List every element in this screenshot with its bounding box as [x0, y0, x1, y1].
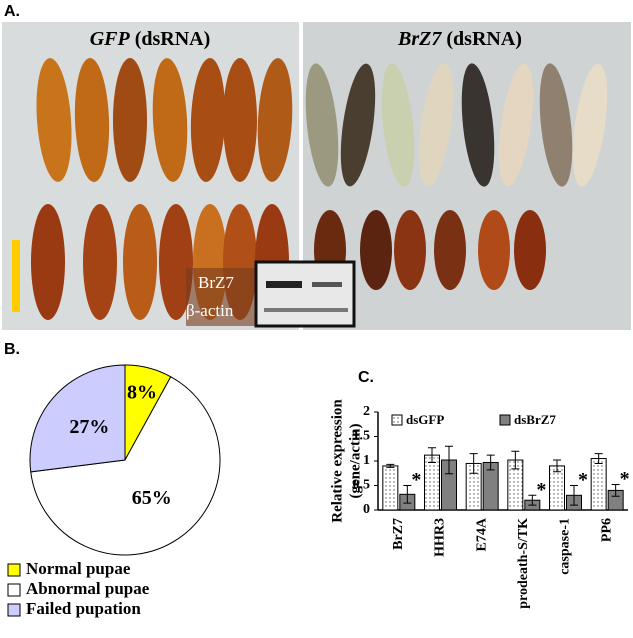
legend-label: Abnormal pupae: [26, 579, 150, 598]
x-tick-label: caspase-1: [558, 518, 573, 575]
pupa: [152, 58, 188, 182]
x-tick-label: PP6: [599, 518, 614, 542]
pupa: [31, 204, 65, 320]
error-bar: [511, 450, 520, 470]
error-bar: [386, 463, 395, 468]
error-bar: [428, 447, 436, 463]
significance-marker: *: [536, 479, 546, 501]
larva: [572, 63, 608, 187]
panel-label: B.: [4, 341, 20, 358]
scale-bar: [12, 240, 20, 312]
y-tick-label: 0: [363, 502, 370, 517]
pupa: [83, 204, 117, 320]
pie-slice: [30, 376, 221, 556]
pupa: [36, 58, 72, 182]
legend-label: Normal pupae: [26, 559, 131, 578]
pie-label: 8%: [127, 381, 157, 403]
pupa: [360, 210, 392, 290]
pie-label: 27%: [69, 416, 109, 438]
pie-label: 65%: [132, 487, 172, 509]
legend-swatch: [7, 603, 21, 617]
pupa: [223, 58, 257, 182]
x-tick-label: HHR3: [433, 518, 448, 557]
error-bar: [403, 485, 412, 504]
larva: [498, 63, 534, 187]
blot-band: [264, 308, 348, 312]
pupa: [257, 58, 293, 182]
panel-label: C.: [358, 369, 374, 386]
error-bar: [611, 484, 620, 497]
x-tick-label: E74A: [474, 517, 489, 551]
pupa: [190, 58, 226, 182]
photo-title: GFP (dsRNA): [90, 28, 211, 50]
error-bar: [469, 453, 478, 474]
blot-label: β-actin: [186, 301, 234, 320]
photo-title: BrZ7 (dsRNA): [397, 28, 522, 50]
bar: [382, 465, 399, 511]
legend-swatch: [7, 583, 21, 597]
panel-label: A.: [4, 3, 20, 20]
y-tick-label: 0.5: [353, 478, 371, 493]
bar: [549, 465, 565, 511]
pie-slice: [29, 364, 126, 473]
legend-swatch: [7, 563, 21, 577]
bar: [590, 458, 607, 511]
legend-swatch: [391, 414, 403, 426]
pupa: [123, 204, 157, 320]
pupa: [514, 210, 546, 290]
significance-marker: *: [620, 468, 630, 490]
y-axis-label: (gene/actin): [347, 424, 363, 499]
pupa: [434, 210, 466, 290]
error-bar: [594, 453, 603, 464]
blot-band: [266, 281, 302, 288]
pupa: [394, 210, 426, 290]
error-bar: [445, 445, 453, 475]
blot-label: BrZ7: [198, 273, 234, 292]
error-bar: [528, 494, 537, 506]
larva: [539, 63, 573, 187]
error-bar: [486, 454, 495, 471]
larva: [461, 63, 495, 187]
legend-label: dsGFP: [406, 412, 444, 427]
y-axis-label: Relative expression: [329, 399, 345, 523]
larva: [305, 63, 339, 187]
y-tick-label: 1.5: [353, 429, 371, 444]
significance-marker: *: [578, 469, 588, 491]
blot-inset: [254, 260, 356, 328]
blot-label-bg: [186, 268, 256, 326]
y-tick-label: 2: [363, 404, 370, 419]
x-tick-label: BrZ7: [391, 518, 406, 550]
larva: [418, 63, 454, 187]
legend-swatch: [499, 414, 511, 426]
significance-marker: *: [411, 469, 421, 491]
legend-label: Failed pupation: [26, 599, 141, 618]
pupa: [478, 210, 510, 290]
blot-band: [312, 282, 342, 287]
pupa: [113, 58, 147, 182]
pupae: [31, 58, 608, 320]
y-tick-label: 1: [363, 453, 370, 468]
legend-label: dsBrZ7: [514, 412, 556, 427]
error-bar: [570, 485, 578, 506]
larva: [340, 63, 376, 187]
error-bar: [553, 459, 561, 473]
larva: [381, 63, 415, 187]
pupa: [74, 58, 110, 182]
x-tick-label: prodeath-S/TK: [516, 518, 531, 609]
pupa: [159, 204, 193, 320]
bar: [424, 454, 440, 511]
